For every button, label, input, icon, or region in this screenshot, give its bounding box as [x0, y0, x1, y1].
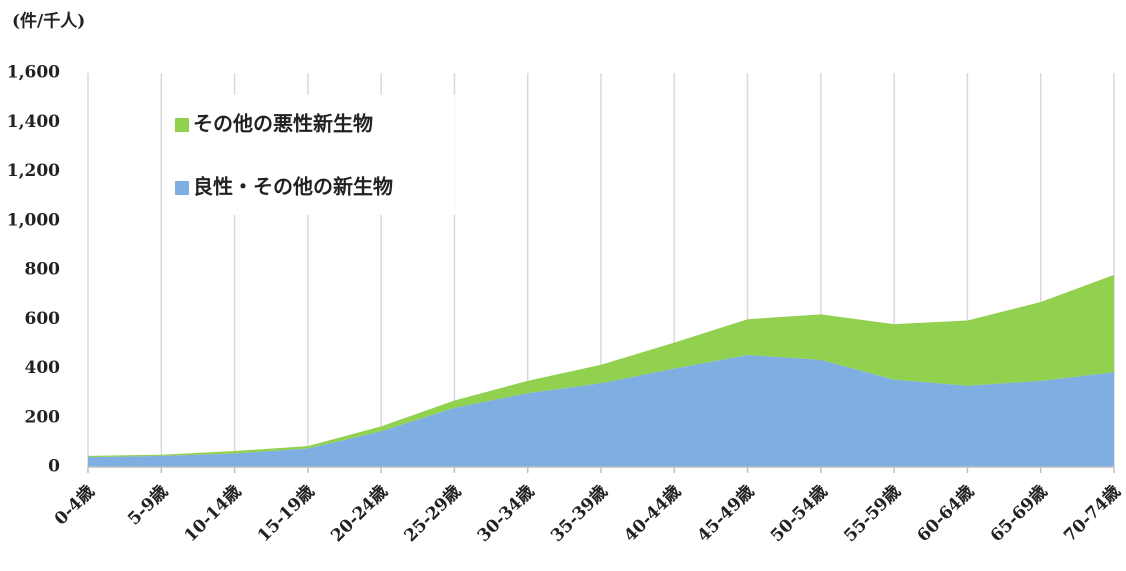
legend-label: 良性・その他の新生物 [193, 175, 393, 199]
x-tick-label: 15-19歳 [253, 481, 318, 546]
x-tick-label: 55-59歳 [840, 481, 905, 546]
legend-swatch [175, 181, 189, 195]
x-tick-label: 45-49歳 [693, 481, 758, 546]
area [88, 354, 1114, 467]
x-tick-label: 65-69歳 [986, 481, 1051, 546]
x-tick-label: 30-34歳 [473, 481, 538, 546]
y-tick-label: 1,000 [7, 210, 60, 230]
area [88, 274, 1114, 458]
y-tick-label: 800 [25, 260, 61, 280]
y-tick-label: 1,400 [7, 112, 60, 132]
legend-swatch [175, 118, 189, 132]
x-tick-label: 70-74歳 [1059, 481, 1124, 546]
x-tick-label: 10-14歳 [180, 481, 245, 546]
legend-label: その他の悪性新生物 [193, 112, 373, 136]
x-tick-label: 40-44歳 [620, 481, 685, 546]
y-tick-label: 1,200 [7, 161, 60, 181]
x-tick-label: 50-54歳 [766, 481, 831, 546]
x-tick-label: 0-4歳 [50, 481, 99, 530]
y-axis-label: (件/千人) [12, 11, 85, 32]
x-tick-label: 5-9歳 [123, 481, 172, 530]
x-tick-label: 35-39歳 [546, 481, 611, 546]
y-tick-label: 200 [25, 407, 61, 427]
legend-box [165, 95, 455, 215]
y-tick-label: 0 [48, 457, 60, 477]
x-tick-label: 25-29歳 [400, 481, 465, 546]
y-tick-label: 1,600 [7, 63, 60, 83]
y-tick-label: 400 [25, 358, 61, 378]
x-tick-label: 60-64歳 [913, 481, 978, 546]
y-tick-label: 600 [25, 309, 61, 329]
x-tick-label: 20-24歳 [327, 481, 392, 546]
